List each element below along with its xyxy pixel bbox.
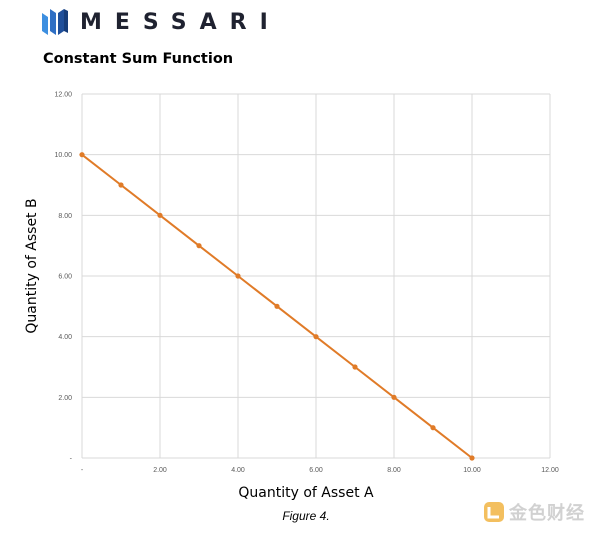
data-point bbox=[196, 243, 202, 249]
brand-name: MESSARI bbox=[80, 9, 281, 35]
data-point bbox=[235, 273, 241, 279]
y-tick-label: 8.00 bbox=[58, 213, 72, 220]
data-point bbox=[313, 334, 319, 340]
x-tick-label: 4.00 bbox=[231, 467, 245, 474]
data-point bbox=[157, 212, 163, 218]
y-tick-label: 4.00 bbox=[58, 334, 72, 341]
messari-logo-icon bbox=[42, 9, 68, 35]
data-point bbox=[430, 425, 436, 431]
jinse-logo-icon bbox=[484, 502, 504, 522]
y-tick-label: 6.00 bbox=[58, 274, 72, 281]
data-point bbox=[352, 364, 358, 370]
watermark: 金色财经 bbox=[483, 500, 585, 524]
data-point bbox=[391, 394, 397, 400]
x-tick-label: 10.00 bbox=[463, 467, 481, 474]
x-tick-label: 12.00 bbox=[541, 467, 559, 474]
data-point bbox=[469, 455, 475, 461]
x-tick-label: 6.00 bbox=[309, 467, 323, 474]
tick-labels: - 2.00 4.00 6.00 8.00 10.00 12.00 - 2.00 4.00 6.00… bbox=[54, 92, 558, 475]
y-tick-label: 10.00 bbox=[54, 152, 72, 159]
series bbox=[79, 152, 475, 461]
x-axis-label: Quantity of Asset A bbox=[238, 485, 374, 501]
watermark-text: 金色财经 bbox=[509, 503, 585, 524]
x-tick-label: - bbox=[81, 467, 84, 474]
data-point bbox=[274, 303, 280, 309]
grid bbox=[81, 93, 551, 459]
y-axis-label: Quantity of Asset B bbox=[24, 198, 40, 333]
x-tick-label: 2.00 bbox=[153, 467, 167, 474]
x-tick-label: 8.00 bbox=[387, 467, 401, 474]
y-tick-label: 2.00 bbox=[58, 395, 72, 402]
data-point bbox=[118, 182, 124, 188]
y-tick-label: 12.00 bbox=[54, 92, 72, 99]
y-tick-label: - bbox=[70, 456, 73, 463]
chart-title: Constant Sum Function bbox=[43, 51, 234, 67]
messari-logo: MESSARI bbox=[42, 8, 281, 36]
data-point bbox=[79, 152, 85, 158]
figure-caption: Figure 4. bbox=[282, 509, 330, 523]
